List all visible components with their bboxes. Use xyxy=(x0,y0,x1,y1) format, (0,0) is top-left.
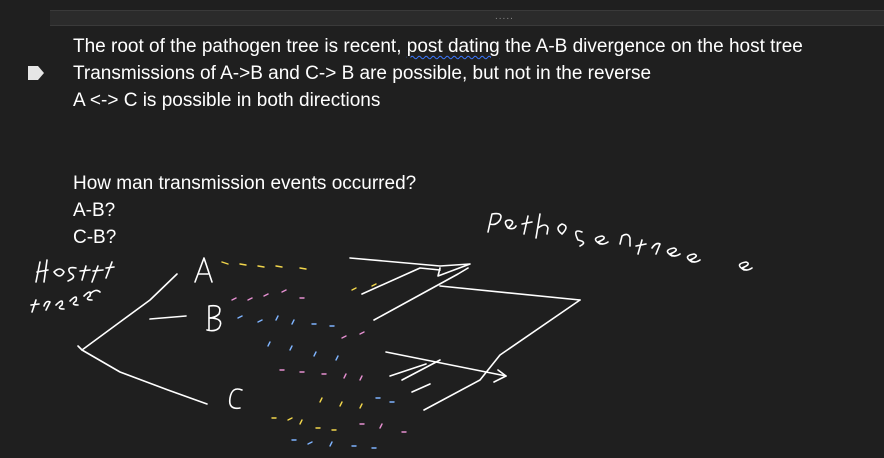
transmission-dashes xyxy=(221,261,407,449)
drag-dots: ..... xyxy=(495,11,514,22)
note-line-1: The root of the pathogen tree is recent,… xyxy=(73,33,803,60)
notes-block: The root of the pathogen tree is recent,… xyxy=(73,33,803,114)
question-ab: A-B? xyxy=(73,200,116,221)
host-tree-label xyxy=(30,259,115,313)
question-block: How man transmission events occurred? A-… xyxy=(73,170,416,251)
tip-label-a xyxy=(194,257,213,283)
cell-drag-handle[interactable]: ..... xyxy=(50,10,884,26)
question-text: How man transmission events occurred? xyxy=(73,173,417,194)
note-line-1-end: the A-B divergence on the host tree xyxy=(499,36,803,57)
spellcheck-word[interactable]: post dating xyxy=(406,36,500,57)
pathogen-tree-lines xyxy=(349,257,581,411)
note-line-3: A <-> C is possible in both directions xyxy=(73,90,381,111)
tip-label-b xyxy=(206,304,222,332)
pathogen-tree-label xyxy=(487,212,753,271)
note-line-1-start: The root of the pathogen tree is recent, xyxy=(73,36,407,57)
note-line-2: Transmissions of A->B and C-> B are poss… xyxy=(73,63,652,84)
collapse-arrow-icon[interactable] xyxy=(27,65,45,81)
host-tree-outline xyxy=(77,273,208,405)
tip-label-c xyxy=(228,388,243,410)
question-cb: C-B? xyxy=(73,227,117,248)
